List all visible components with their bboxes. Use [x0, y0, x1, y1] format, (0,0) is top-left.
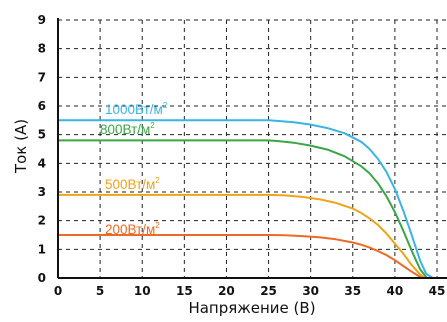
y-tick-label: 4: [38, 156, 46, 170]
series-line-0: [58, 119, 434, 279]
series-line-2: [58, 193, 426, 279]
grid: [58, 19, 447, 278]
x-tick-label: 35: [344, 284, 361, 298]
x-axis-title: Напряжение (В): [188, 299, 315, 317]
y-tick-label: 5: [38, 128, 46, 142]
series-label-text: 200Вт/м: [105, 222, 155, 237]
series-label-text: 500Вт/м: [105, 177, 155, 192]
series-lines: [58, 119, 434, 279]
x-tick-label: 5: [96, 284, 104, 298]
y-tick-label: 2: [38, 214, 46, 228]
series-label-sup: 2: [155, 221, 160, 230]
y-tick-label: 9: [38, 13, 46, 27]
series-label-sup: 2: [155, 176, 160, 185]
x-tick-label: 25: [260, 284, 277, 298]
x-tick-label: 45: [429, 284, 446, 298]
y-tick-label: 1: [38, 242, 46, 256]
y-axis-title: Ток (А): [12, 119, 30, 174]
series-label-3: 200Вт/м2: [105, 221, 160, 237]
y-tick-label: 0: [38, 271, 46, 285]
y-tick-label: 6: [38, 99, 46, 113]
x-tick-label: 20: [218, 284, 235, 298]
x-tick-label: 30: [302, 284, 319, 298]
x-tick-label: 0: [54, 284, 62, 298]
series-label-sup: 2: [150, 121, 155, 130]
x-tick-label: 40: [387, 284, 404, 298]
series-label-2: 500Вт/м2: [105, 176, 160, 192]
y-tick-label: 8: [38, 42, 46, 56]
y-tick-label: 7: [38, 70, 46, 84]
series-line-3: [58, 234, 423, 279]
axes: [57, 18, 447, 279]
y-tick-label: 3: [38, 185, 46, 199]
x-tick-label: 10: [134, 284, 151, 298]
series-label-sup: 2: [163, 101, 168, 110]
series-label-text: 1000Вт/м: [105, 102, 163, 117]
series-line-1: [58, 139, 428, 279]
x-tick-label: 15: [176, 284, 193, 298]
series-label-text: 800Вт/м: [100, 122, 150, 137]
series-label-0: 1000Вт/м2: [105, 101, 168, 117]
series-label-1: 800Вт/м2: [100, 121, 155, 137]
